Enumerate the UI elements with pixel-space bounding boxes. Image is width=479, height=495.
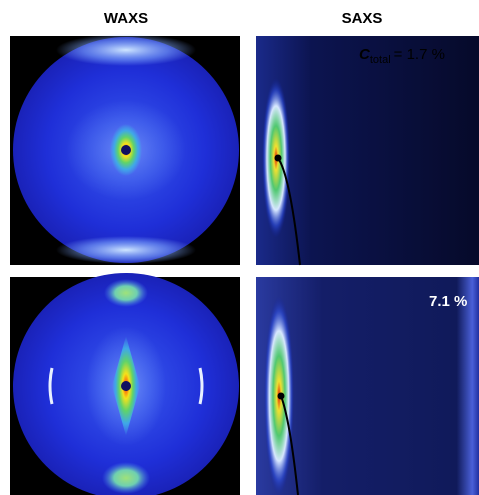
bottom-value: 7.1 %: [429, 293, 467, 310]
concentration-label: Ctotal = 1.7 %: [359, 46, 445, 66]
saxs-bottom-panel: 7.1 %: [256, 277, 479, 495]
subscript: total: [370, 54, 391, 66]
top-value: = 1.7 %: [394, 46, 445, 63]
waxs-top-panel: [10, 34, 240, 265]
saxs-top-panel: Ctotal = 1.7 %: [256, 36, 479, 266]
symbol: C: [359, 46, 371, 63]
waxs-bottom-panel: [10, 273, 240, 495]
saxs-header: SAXS: [342, 10, 383, 27]
waxs-header: WAXS: [104, 10, 148, 27]
